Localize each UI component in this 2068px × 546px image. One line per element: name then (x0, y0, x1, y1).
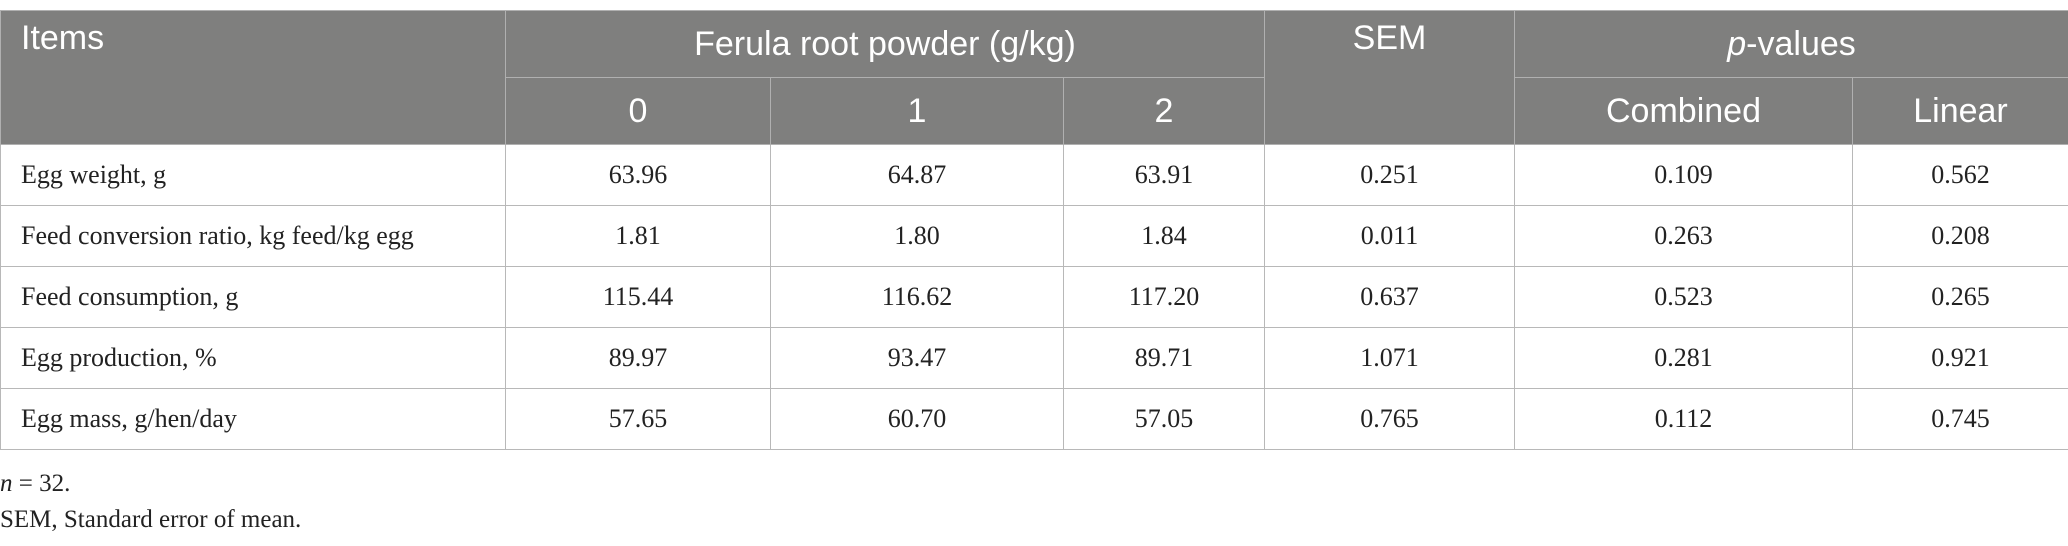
header-cell: Combined (1514, 77, 1853, 145)
table-cell: 0.112 (1514, 388, 1853, 450)
header-cell: p-values (1514, 10, 2068, 78)
header-cell: 0 (505, 77, 771, 145)
header-cell: Items (0, 10, 506, 145)
table-cell: 93.47 (770, 327, 1064, 389)
table-cell: 57.05 (1063, 388, 1265, 450)
header-cell: 2 (1063, 77, 1265, 145)
table-cell: Egg mass, g/hen/day (0, 388, 506, 450)
table-cell: 0.921 (1852, 327, 2068, 389)
header-cell: SEM (1264, 10, 1515, 145)
header-cell: Linear (1852, 77, 2068, 145)
table-cell: 1.071 (1264, 327, 1515, 389)
table-cell: 0.281 (1514, 327, 1853, 389)
italic-text: n (0, 470, 13, 497)
header-row: 0 1 2 Combined Linear (1, 77, 2068, 145)
table-row: Feed consumption, g 115.44 116.62 117.20 0.6… (0, 266, 2068, 328)
table-cell: 57.65 (505, 388, 771, 450)
table-cell: 1.80 (770, 205, 1064, 267)
table-cell: 63.91 (1063, 144, 1265, 206)
text: = 32. (12, 470, 71, 497)
text: -values (1746, 24, 1856, 63)
table-cell: 63.96 (505, 144, 771, 206)
table-cell: Feed conversion ratio, kg feed/kg egg (0, 205, 506, 267)
table-row: Egg production, % 89.97 93.47 89.71 1.071 0.2… (0, 327, 2068, 389)
table-cell: 0.011 (1264, 205, 1515, 267)
table-cell: 0.637 (1264, 266, 1515, 328)
table-cell: Feed consumption, g (0, 266, 506, 328)
table-cell: 89.97 (505, 327, 771, 389)
table-row: Feed conversion ratio, kg feed/kg egg 1.8… (0, 205, 2068, 267)
table-cell: 116.62 (770, 266, 1064, 328)
table-cell: 0.263 (1514, 205, 1853, 267)
table-cell: 0.265 (1852, 266, 2068, 328)
table-cell: 115.44 (505, 266, 771, 328)
footnote: SEM, Standard error of mean. (0, 506, 302, 533)
table-cell: 0.523 (1514, 266, 1853, 328)
table-cell: 64.87 (770, 144, 1064, 206)
table-cell: 0.109 (1514, 144, 1853, 206)
footnote: n = 32. (0, 470, 70, 498)
table-row: Egg mass, g/hen/day 57.65 60.70 57.05 0.765 0… (0, 388, 2068, 450)
table-body: Egg weight, g 63.96 64.87 63.91 0.251 0.109 0.… (0, 144, 2068, 450)
data-table: Items Ferula root powder (g/kg) SEM p-va… (0, 10, 2068, 450)
table-cell: 1.81 (505, 205, 771, 267)
table-cell: 0.765 (1264, 388, 1515, 450)
table-cell: Egg weight, g (0, 144, 506, 206)
table-cell: 0.745 (1852, 388, 2068, 450)
table-cell: 1.84 (1063, 205, 1265, 267)
italic-text: p (1727, 24, 1747, 63)
table-cell: 0.208 (1852, 205, 2068, 267)
table-cell: 0.562 (1852, 144, 2068, 206)
header-cell: 1 (770, 77, 1064, 145)
table-cell: Egg production, % (0, 327, 506, 389)
table-cell: 89.71 (1063, 327, 1265, 389)
table-cell: 60.70 (770, 388, 1064, 450)
table-cell: 0.251 (1264, 144, 1515, 206)
header-cell: Ferula root powder (g/kg) (505, 10, 1265, 78)
table-cell: 117.20 (1063, 266, 1265, 328)
table-row: Egg weight, g 63.96 64.87 63.91 0.251 0.109 0.… (0, 144, 2068, 206)
